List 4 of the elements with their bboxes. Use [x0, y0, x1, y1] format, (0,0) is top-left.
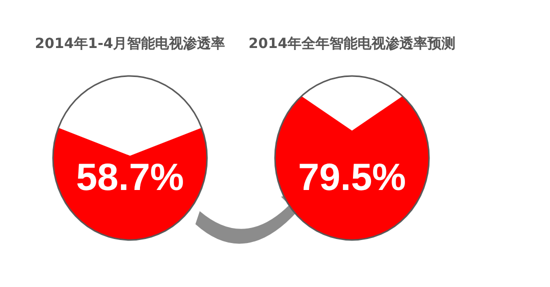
data-label: 58.7% [76, 157, 184, 199]
data-label: 79.5% [298, 157, 406, 199]
text: 2014年1-4月智能电视渗透率 [34, 35, 226, 52]
text: 2014年全年智能电视渗透率预测 [248, 35, 456, 52]
